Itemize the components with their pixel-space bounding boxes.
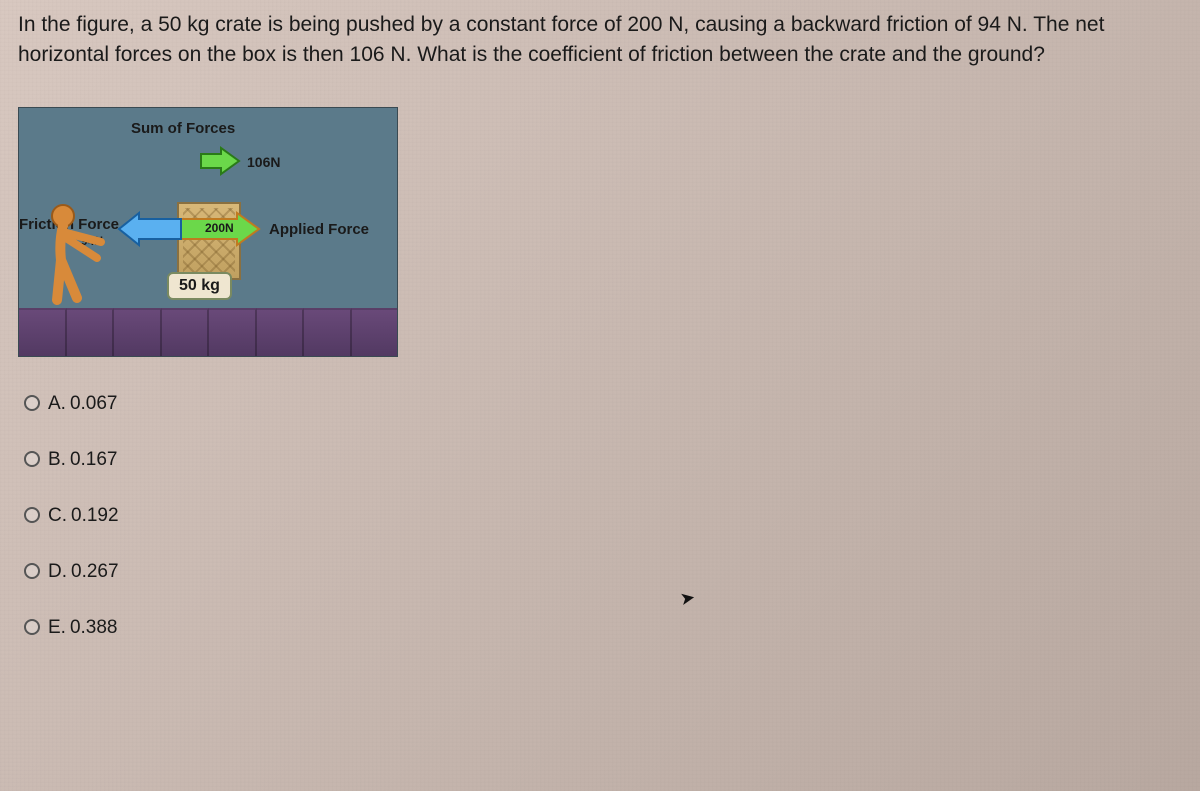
option-letter: E. xyxy=(48,617,66,639)
net-force-value: 106N xyxy=(247,154,280,170)
option-value: 0.167 xyxy=(70,449,118,471)
option-letter: A. xyxy=(48,393,66,415)
radio-icon xyxy=(24,507,40,523)
ground xyxy=(19,308,397,356)
option-value: 0.192 xyxy=(71,505,119,527)
radio-icon xyxy=(24,451,40,467)
option-letter: D. xyxy=(48,561,67,583)
sum-of-forces-label: Sum of Forces xyxy=(131,120,235,137)
option-value: 0.388 xyxy=(70,617,118,639)
option-letter: C. xyxy=(48,505,67,527)
applied-force-label: Applied Force xyxy=(269,221,369,238)
question-text: In the figure, a 50 kg crate is being pu… xyxy=(18,10,1182,71)
option-e[interactable]: E. 0.388 xyxy=(24,617,1182,639)
force-diagram: Sum of Forces 106N 50 kg 200N Applied Fo… xyxy=(18,107,398,357)
option-d[interactable]: D. 0.267 xyxy=(24,561,1182,583)
option-letter: B. xyxy=(48,449,66,471)
person-pushing-icon xyxy=(33,202,113,312)
option-c[interactable]: C. 0.192 xyxy=(24,505,1182,527)
option-b[interactable]: B. 0.167 xyxy=(24,449,1182,471)
radio-icon xyxy=(24,619,40,635)
option-value: 0.067 xyxy=(70,393,118,415)
mass-label: 50 kg xyxy=(167,272,232,300)
answer-options: A. 0.067 B. 0.167 C. 0.192 D. 0.267 E. 0… xyxy=(24,393,1182,639)
applied-force-value: 200N xyxy=(205,221,234,235)
net-force-arrow-icon xyxy=(199,146,241,176)
option-value: 0.267 xyxy=(71,561,119,583)
option-a[interactable]: A. 0.067 xyxy=(24,393,1182,415)
friction-force-arrow-icon xyxy=(117,211,183,247)
radio-icon xyxy=(24,395,40,411)
radio-icon xyxy=(24,563,40,579)
